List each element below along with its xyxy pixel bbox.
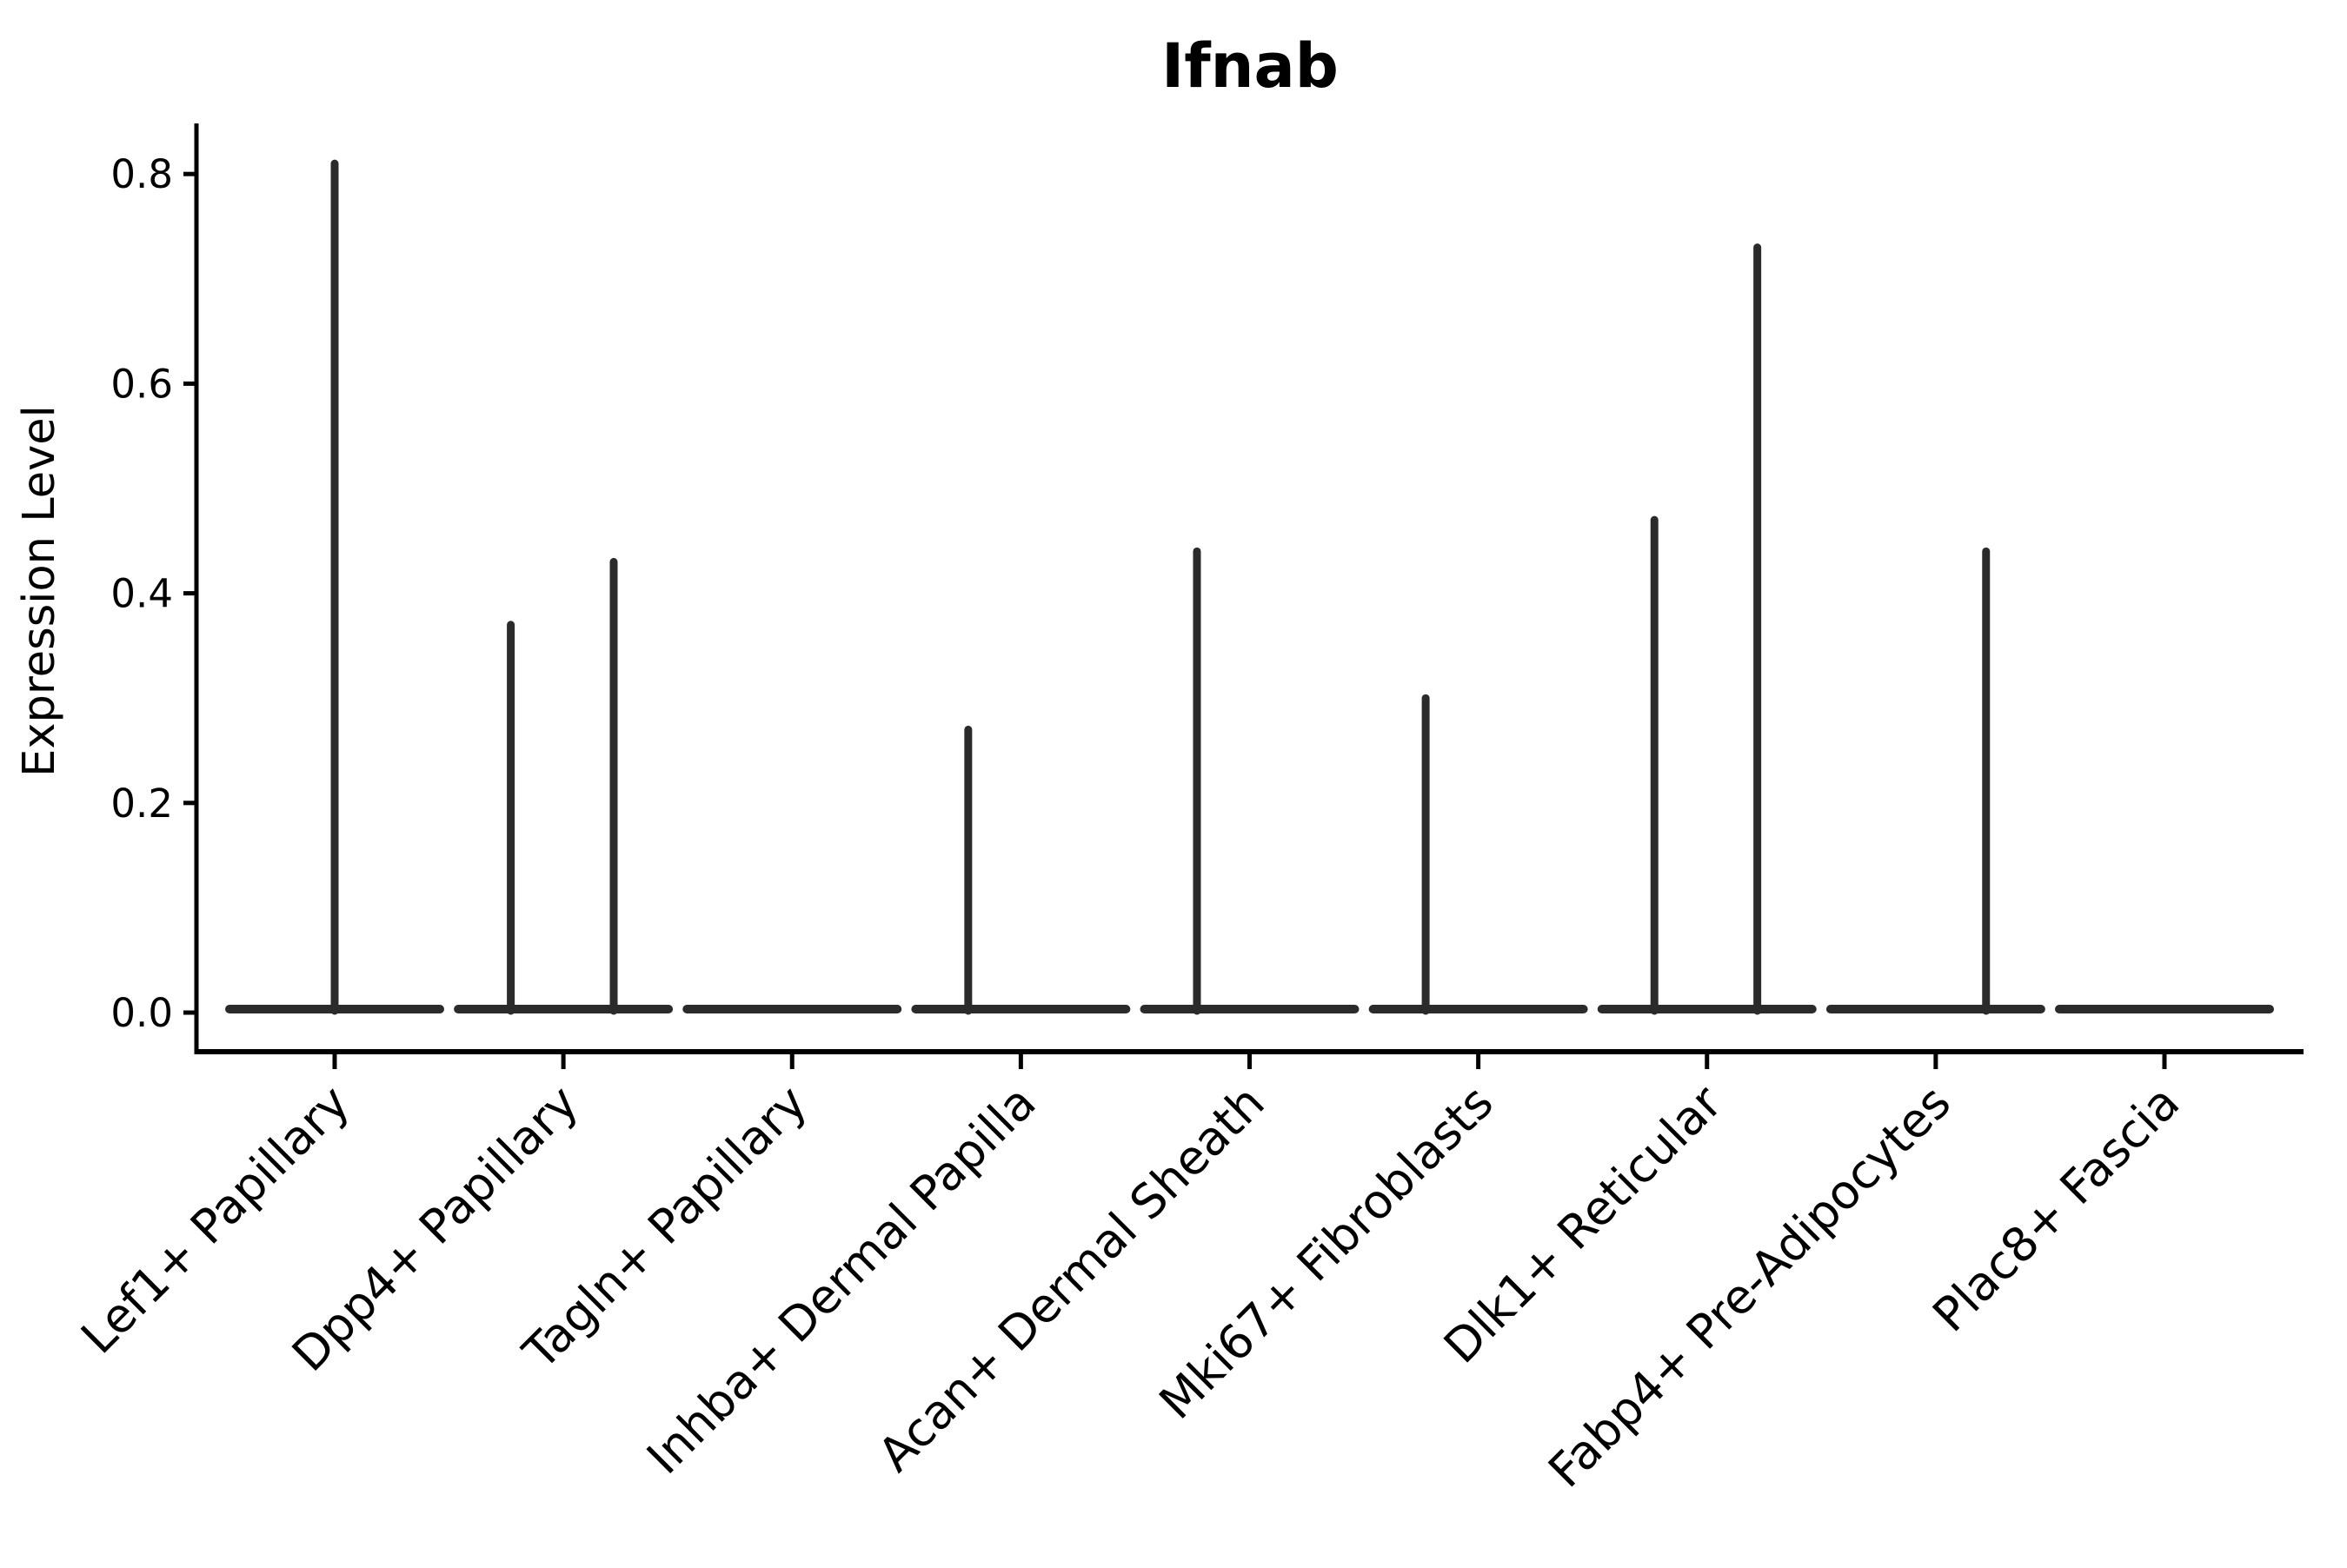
x-tick-label: Acan+ Dermal Sheath — [868, 1075, 1274, 1482]
violin-4 — [911, 725, 1131, 1015]
y-tick-label: 0.6 — [110, 361, 173, 407]
violin-6 — [1368, 694, 1588, 1015]
y-tick-label: 0.8 — [110, 151, 173, 197]
violin-5 — [1140, 547, 1360, 1015]
x-tick-label: Fabp4+ Pre-Adipocytes — [1538, 1075, 1961, 1498]
violin-8 — [1825, 547, 2045, 1015]
x-tick-label: Plac8+ Fascia — [1922, 1075, 2190, 1343]
y-tick-label: 0.4 — [110, 571, 173, 617]
y-axis-label: Expression Level — [14, 405, 65, 777]
chart-title: Ifnab — [1161, 30, 1339, 102]
violin-7 — [1597, 243, 1817, 1015]
violins-group — [225, 159, 2274, 1015]
violin-2 — [454, 557, 674, 1015]
y-tick-label: 0.0 — [110, 990, 173, 1036]
violin-1 — [225, 159, 444, 1015]
y-tick-label: 0.2 — [110, 781, 173, 827]
x-tick-label: Inhba+ Dermal Papilla — [636, 1075, 1046, 1485]
y-ticks-group: 0.0 0.2 0.4 0.6 0.8 — [110, 151, 196, 1036]
